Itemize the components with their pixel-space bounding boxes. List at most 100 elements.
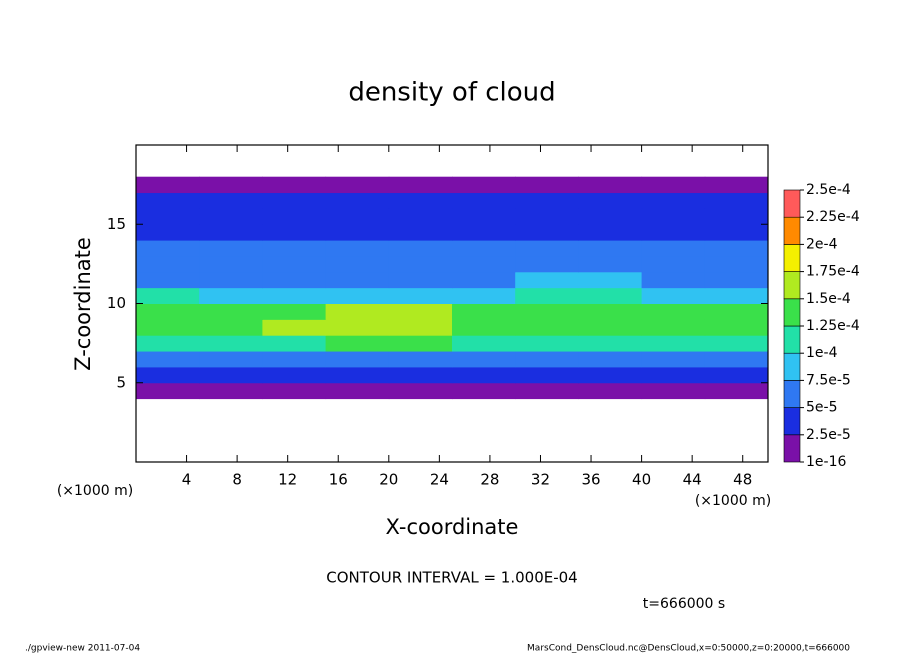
- cell: [452, 335, 516, 352]
- colorbar-swatch: [783, 298, 801, 327]
- cell: [578, 271, 643, 289]
- cell: [452, 176, 516, 194]
- cell: [515, 287, 579, 304]
- footer-right: MarsCond_DensCloud.nc@DensCloud,x=0:5000…: [527, 644, 850, 654]
- colorbar-label: 2e-4: [806, 236, 838, 252]
- cell: [262, 255, 327, 273]
- cell: [262, 319, 327, 336]
- cell: [199, 335, 263, 352]
- cell: [388, 192, 453, 209]
- cell: [704, 366, 769, 384]
- footer-left: ./gpview-new 2011-07-04: [25, 644, 140, 654]
- colorbar-label: 2.5e-5: [806, 427, 851, 443]
- cell: [704, 240, 769, 257]
- cell: [325, 208, 390, 225]
- colorbar-label: 1.75e-4: [806, 264, 860, 280]
- cell: [325, 303, 390, 320]
- cell: [641, 319, 706, 336]
- cell: [136, 382, 200, 400]
- x-tick-label: 40: [632, 471, 651, 489]
- cell: [262, 208, 327, 225]
- cell: [199, 382, 263, 400]
- cell: [515, 335, 579, 352]
- cell: [515, 224, 579, 241]
- cell: [578, 240, 643, 257]
- cell: [136, 208, 200, 225]
- cell: [388, 287, 453, 304]
- cell: [641, 208, 706, 225]
- cell: [388, 382, 453, 400]
- cell: [388, 176, 453, 194]
- cell: [452, 366, 516, 384]
- cell: [515, 303, 579, 320]
- colorbar-label: 1.5e-4: [806, 291, 851, 307]
- cell: [199, 271, 263, 289]
- cell: [199, 208, 263, 225]
- cell: [578, 351, 643, 368]
- cell: [262, 224, 327, 241]
- cell: [641, 271, 706, 289]
- cell: [578, 303, 643, 320]
- cell: [641, 255, 706, 273]
- cell: [199, 255, 263, 273]
- cell: [704, 255, 769, 273]
- cell: [452, 224, 516, 241]
- cell: [262, 287, 327, 304]
- cell: [515, 192, 579, 209]
- colorbar-label: 2.5e-4: [806, 182, 851, 198]
- cell: [325, 240, 390, 257]
- cell: [578, 287, 643, 304]
- colorbar-label: 2.25e-4: [806, 209, 860, 225]
- x-tick-label: 28: [480, 471, 499, 489]
- cell: [325, 224, 390, 241]
- cell: [199, 176, 263, 194]
- cell: [515, 271, 579, 289]
- cell: [199, 351, 263, 368]
- cell: [325, 192, 390, 209]
- cell: [199, 319, 263, 336]
- cell: [262, 176, 327, 194]
- field: [136, 176, 769, 400]
- colorbar-swatch: [783, 216, 801, 245]
- cell: [452, 303, 516, 320]
- cell: [452, 192, 516, 209]
- cell: [136, 335, 200, 352]
- cell: [515, 255, 579, 273]
- colorbar-label: 7.5e-5: [806, 372, 851, 388]
- cell: [262, 382, 327, 400]
- cell: [388, 335, 453, 352]
- cell: [262, 351, 327, 368]
- cell: [388, 366, 453, 384]
- cell: [641, 382, 706, 400]
- y-tick-label: 5: [116, 373, 126, 391]
- cell: [325, 351, 390, 368]
- cell: [578, 208, 643, 225]
- cell: [452, 382, 516, 400]
- cell: [136, 240, 200, 257]
- cell: [136, 176, 200, 194]
- cell: [199, 287, 263, 304]
- cell: [515, 351, 579, 368]
- x-tick-label: 44: [683, 471, 702, 489]
- cell: [704, 351, 769, 368]
- cell: [704, 192, 769, 209]
- x-tick-label: 24: [430, 471, 449, 489]
- cell: [325, 176, 390, 194]
- colorbar-label: 1e-16: [806, 454, 846, 470]
- cell: [262, 271, 327, 289]
- cell: [452, 287, 516, 304]
- cell: [452, 208, 516, 225]
- cell: [641, 351, 706, 368]
- cell: [452, 271, 516, 289]
- cell: [704, 382, 769, 400]
- cell: [578, 255, 643, 273]
- x-axis-unit: (×1000 m): [695, 493, 771, 509]
- cell: [515, 319, 579, 336]
- cell: [199, 240, 263, 257]
- cell: [578, 192, 643, 209]
- cell: [388, 255, 453, 273]
- cell: [136, 366, 200, 384]
- cell: [199, 224, 263, 241]
- cell: [515, 382, 579, 400]
- cell: [704, 208, 769, 225]
